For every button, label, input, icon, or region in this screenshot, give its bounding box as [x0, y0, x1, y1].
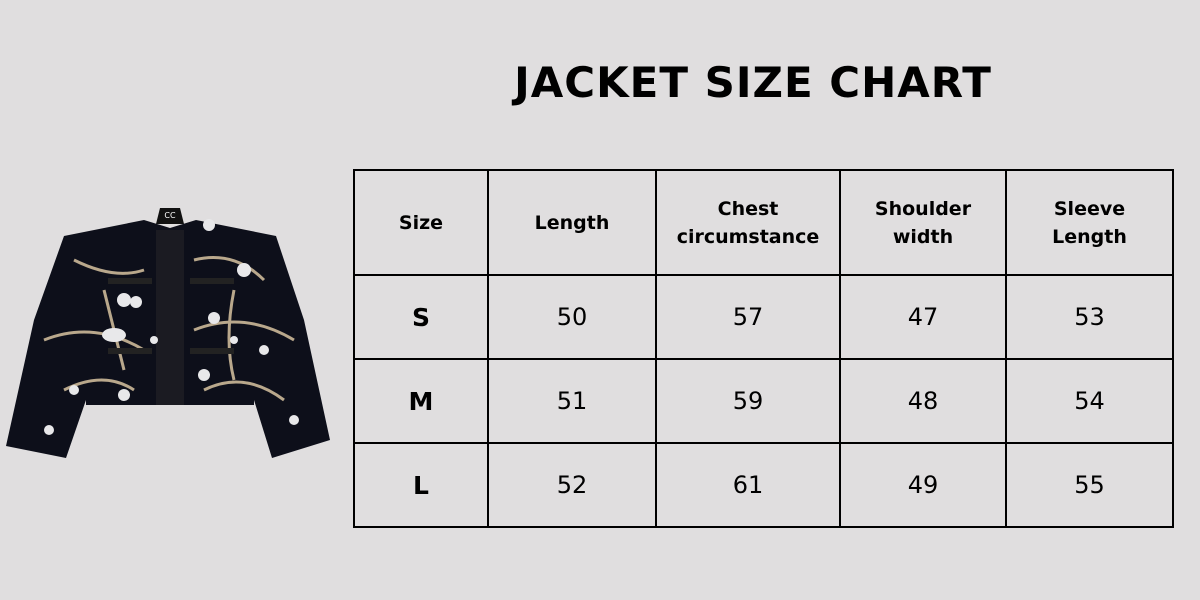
table-row: S 50 57 47 53: [353, 274, 1174, 360]
header-shoulder: Shoulder width: [839, 169, 1007, 276]
cell-chest: 59: [655, 358, 841, 444]
cell-size: M: [353, 358, 489, 444]
header-sleeve: Sleeve Length: [1005, 169, 1174, 276]
cell-sleeve: 55: [1005, 442, 1174, 528]
header-text: Length: [1052, 225, 1127, 248]
header-chest: Chest circumstance: [655, 169, 841, 276]
cell-chest: 57: [655, 274, 841, 360]
table-row: M 51 59 48 54: [353, 358, 1174, 444]
cell-shoulder: 49: [839, 442, 1007, 528]
header-length: Length: [487, 169, 657, 276]
header-text: Sleeve: [1053, 197, 1126, 220]
cell-sleeve: 54: [1005, 358, 1174, 444]
cell-length: 52: [487, 442, 657, 528]
header-text: Size: [398, 211, 444, 234]
cell-chest: 61: [655, 442, 841, 528]
header-text: width: [892, 225, 954, 248]
cell-size: S: [353, 274, 489, 360]
cell-shoulder: 47: [839, 274, 1007, 360]
header-text: Chest: [717, 197, 779, 220]
cell-length: 51: [487, 358, 657, 444]
table-row: L 52 61 49 55: [353, 442, 1174, 528]
table-header-row: Size Length Chest circumstance Shoulder wi…: [353, 169, 1174, 276]
cell-sleeve: 53: [1005, 274, 1174, 360]
cell-size: L: [353, 442, 489, 528]
header-text: Shoulder: [874, 197, 972, 220]
size-chart-table: Size Length Chest circumstance Shoulder wi…: [353, 169, 1174, 528]
header-size: Size: [353, 169, 489, 276]
svg-text:CC: CC: [164, 211, 176, 220]
header-text: Length: [534, 211, 610, 234]
header-text: circumstance: [676, 225, 820, 248]
page-title: JACKET SIZE CHART: [514, 58, 992, 107]
cell-shoulder: 48: [839, 358, 1007, 444]
cell-length: 50: [487, 274, 657, 360]
jacket-product-image: CC: [6, 208, 330, 458]
